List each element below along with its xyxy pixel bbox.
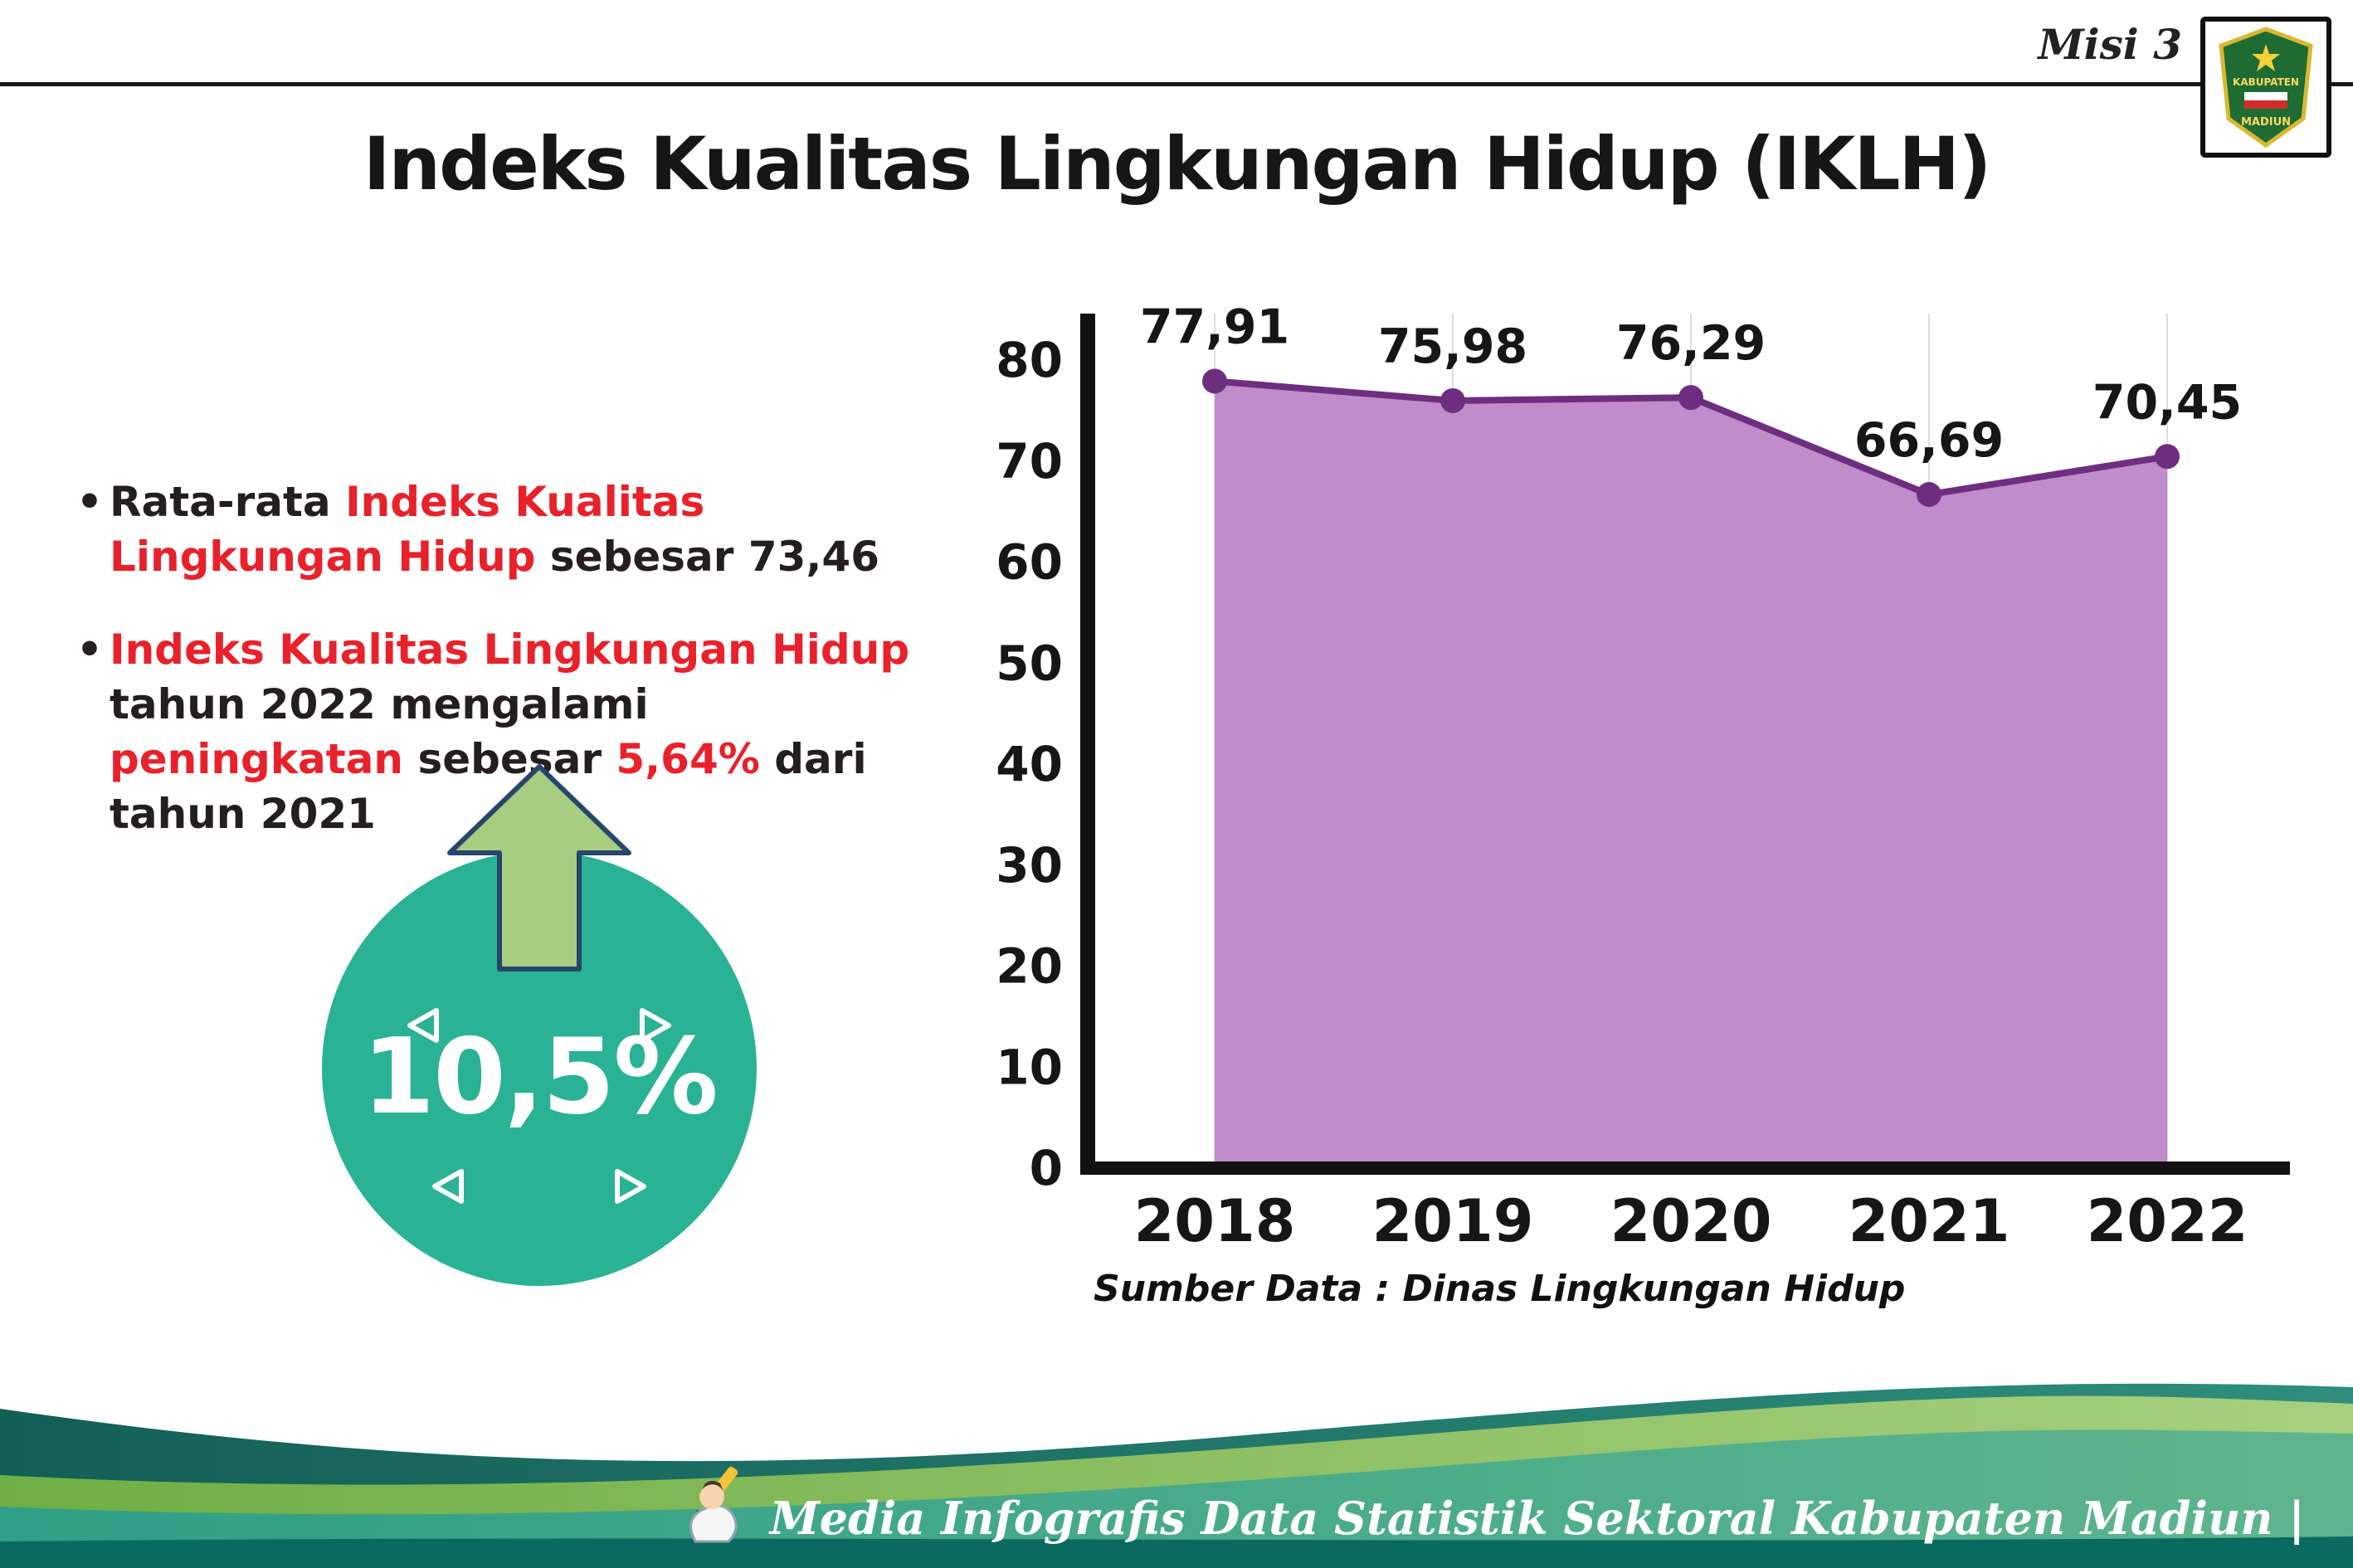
logo-shield (2219, 27, 2313, 149)
x-tick-label: 2020 (1610, 1187, 1772, 1255)
y-tick-label: 40 (996, 736, 1063, 792)
bullet-marker: • (76, 626, 103, 674)
badge-value: 10,5% (362, 1015, 718, 1137)
y-tick-label: 0 (1030, 1140, 1063, 1196)
data-point (1917, 482, 1941, 508)
bullet-item: • Indeks Kualitas Lingkungan Hidup tahun … (76, 622, 956, 841)
y-tick-label: 60 (996, 534, 1063, 591)
footer-waves (0, 1383, 2353, 1568)
header-rule (0, 82, 2353, 86)
logo-banner-red (2244, 100, 2287, 109)
logo-text-top: KABUPATEN (2233, 76, 2299, 88)
y-tick-label: 70 (996, 433, 1063, 489)
data-point (1440, 387, 1465, 413)
source-note: Sumber Data : Dinas Lingkungan Hidup (1094, 1268, 1906, 1310)
y-tick-label: 10 (996, 1039, 1063, 1095)
y-tick-label: 20 (996, 938, 1063, 995)
value-label: 76,29 (1616, 316, 1766, 371)
data-point (2155, 444, 2180, 470)
x-tick-label: 2019 (1372, 1187, 1534, 1255)
y-tick-label: 80 (996, 332, 1063, 388)
badge-tick-marks (407, 1008, 671, 1204)
logo-frame: KABUPATEN MADIUN (2200, 17, 2331, 158)
iklh-area-chart: 77,91 75,98 76,29 66,69 70,45 0 10 20 30 40 50 60 70… (996, 299, 2290, 1255)
footer-bottom-strip (0, 1536, 2353, 1568)
up-arrow-icon (447, 764, 631, 971)
footer-credit-row: Media Infografis Data Statistik Sektoral… (677, 1458, 2305, 1545)
y-tick-label: 30 (996, 837, 1063, 894)
x-tick-label: 2018 (1134, 1187, 1296, 1255)
kabupaten-madiun-logo: KABUPATEN MADIUN (2219, 27, 2313, 149)
page-title: Indeks Kualitas Lingkungan Hidup (IKLH) (363, 121, 1992, 207)
data-point (1678, 385, 1703, 411)
data-point (1202, 368, 1227, 394)
bullet-item: • Rata-rata Indeks Kualitas Lingkungan Hi… (76, 475, 956, 584)
footer-wave-teal (0, 1429, 2353, 1568)
logo-text-bottom: MADIUN (2241, 116, 2291, 129)
value-label: 75,98 (1378, 319, 1527, 374)
footer-credit: Media Infografis Data Statistik Sektoral… (769, 1492, 2305, 1545)
bullet-list: • Rata-rata Indeks Kualitas Lingkungan Hi… (76, 475, 956, 879)
logo-banner-white (2244, 92, 2287, 100)
value-label: 77,91 (1140, 299, 1289, 354)
value-label: 70,45 (2092, 375, 2242, 430)
bullet-text: Indeks Kualitas Lingkungan Hidup tahun 2… (109, 626, 910, 838)
y-tick-label: 50 (996, 635, 1063, 691)
bullet-text: Rata-rata Indeks Kualitas Lingkungan Hid… (109, 478, 880, 581)
bullet-marker: • (76, 478, 103, 526)
mission-label: Misi 3 (2038, 20, 2182, 69)
value-label: 66,69 (1854, 413, 2004, 468)
logo-star-icon (2252, 44, 2280, 71)
x-tick-label: 2021 (1849, 1187, 2010, 1255)
mascot-icon (689, 1466, 738, 1543)
footer: Media Infografis Data Statistik Sektoral… (0, 1344, 2353, 1568)
x-tick-label: 2022 (2087, 1187, 2248, 1255)
area-fill (1215, 381, 2167, 1168)
